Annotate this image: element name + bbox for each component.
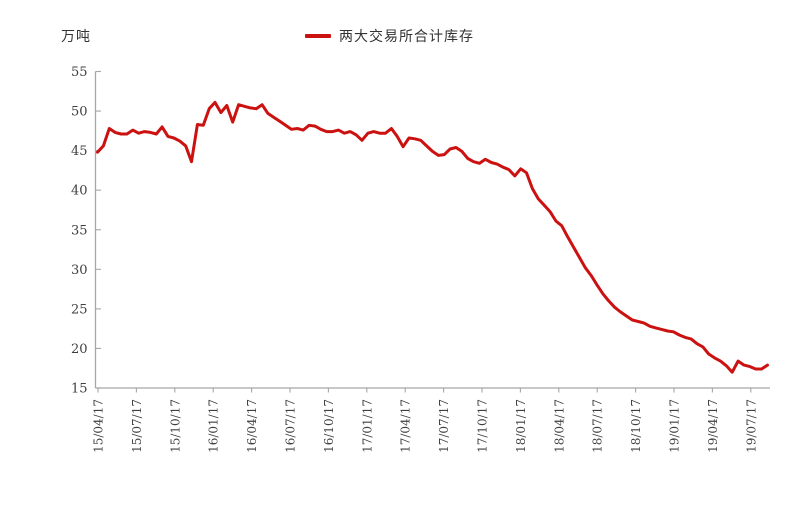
x-tick-label: 17/04/17 bbox=[399, 399, 413, 453]
y-tick-label: 35 bbox=[71, 223, 88, 238]
x-tick-label: 18/10/17 bbox=[629, 399, 643, 453]
legend: 两大交易所合计库存 bbox=[305, 26, 474, 46]
x-tick-label: 19/04/17 bbox=[706, 399, 720, 453]
x-tick-label: 16/07/17 bbox=[284, 399, 298, 453]
x-tick-label: 15/10/17 bbox=[168, 399, 182, 453]
y-axis-labels: 55 50 45 40 35 30 25 20 15 bbox=[71, 65, 88, 397]
series-line bbox=[96, 100, 769, 374]
x-tick-label: 15/04/17 bbox=[92, 399, 106, 453]
y-tick-label: 30 bbox=[71, 263, 88, 278]
x-tick-label: 18/07/17 bbox=[591, 399, 605, 453]
y-axis-ticks bbox=[95, 70, 101, 389]
legend-label: 两大交易所合计库存 bbox=[339, 29, 474, 45]
axes bbox=[94, 71, 770, 389]
y-tick-label: 50 bbox=[71, 105, 88, 120]
y-tick-label: 40 bbox=[71, 184, 88, 199]
x-tick-label: 16/10/17 bbox=[322, 399, 336, 453]
x-tick-label: 17/10/17 bbox=[476, 399, 490, 453]
x-axis-labels: 15/04/17 15/07/17 15/10/17 16/01/17 16/04/17… bbox=[92, 399, 759, 453]
x-tick-label: 15/07/17 bbox=[130, 399, 144, 453]
y-tick-label: 15 bbox=[71, 382, 88, 397]
y-tick-label: 55 bbox=[71, 65, 88, 80]
x-tick-label: 19/01/17 bbox=[668, 399, 682, 453]
legend-line-swatch bbox=[305, 34, 331, 38]
x-axis-ticks bbox=[97, 388, 752, 393]
x-tick-label: 16/01/17 bbox=[207, 399, 221, 453]
x-tick-label: 17/01/17 bbox=[360, 399, 374, 453]
y-tick-label: 45 bbox=[71, 144, 88, 159]
y-tick-label: 25 bbox=[71, 302, 88, 317]
y-axis-unit-label: 万吨 bbox=[61, 29, 91, 45]
x-tick-label: 17/07/17 bbox=[437, 399, 451, 453]
y-tick-label: 20 bbox=[71, 342, 88, 357]
x-tick-label: 16/04/17 bbox=[245, 399, 259, 453]
x-tick-label: 18/04/17 bbox=[552, 399, 566, 453]
x-tick-label: 19/07/17 bbox=[744, 399, 758, 453]
x-tick-label: 18/01/17 bbox=[514, 399, 528, 453]
